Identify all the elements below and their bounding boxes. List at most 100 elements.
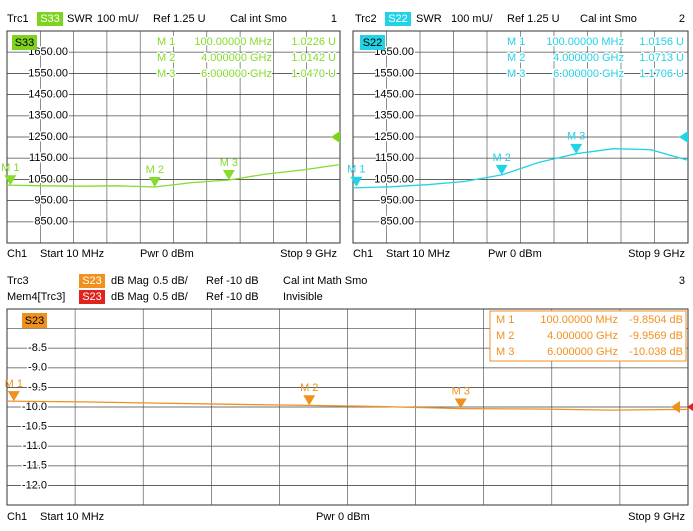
marker-triangle <box>4 175 17 186</box>
plot-badge-label: S22 <box>363 37 383 49</box>
stop: Stop 9 GHz <box>628 248 685 260</box>
marker-label: M 1 <box>5 378 23 390</box>
marker-table-value: -10.038 dB <box>629 346 683 358</box>
format: SWR <box>67 13 93 25</box>
y-tick-label: 1550.00 <box>28 67 68 79</box>
marker-triangle <box>303 395 316 406</box>
y-tick-label: 1650.00 <box>28 46 68 58</box>
marker-table-label: M 2 <box>157 52 175 64</box>
y-tick-label: 950.00 <box>380 195 414 207</box>
trace-name: Trc2 <box>355 13 377 25</box>
param-badge <box>37 12 63 26</box>
reference: Ref 1.25 U <box>153 13 206 25</box>
marker-table-value: 1.0142 U <box>291 52 336 64</box>
plot-badge-label: S23 <box>25 315 45 327</box>
y-tick-label: 850.00 <box>34 216 68 228</box>
start: Start 10 MHz <box>40 511 104 523</box>
channel-number: 3 <box>679 275 685 287</box>
plot-badge-label: S33 <box>15 37 35 49</box>
reference: Ref -10 dB <box>206 275 259 287</box>
param-badge <box>79 290 105 304</box>
y-tick-label: -9.5 <box>28 381 47 393</box>
trace-name: Mem4[Trc3] <box>7 291 65 303</box>
marker-box <box>489 310 687 362</box>
power: Pwr 0 dBm <box>140 248 194 260</box>
plot-badge <box>12 35 37 50</box>
y-tick-label: 950.00 <box>34 195 68 207</box>
channel-number: 1 <box>331 13 337 25</box>
y-tick-label: 1550.00 <box>374 67 414 79</box>
param-name: S33 <box>40 13 60 25</box>
y-tick-label: -11.0 <box>23 440 47 452</box>
trace-name: Trc3 <box>7 275 29 287</box>
y-tick-label: 1250.00 <box>374 131 414 143</box>
marker-triangle <box>454 398 467 409</box>
y-tick-label: -9.0 <box>28 362 47 374</box>
trace-name: Trc1 <box>7 13 29 25</box>
y-tick-label: 1350.00 <box>28 110 68 122</box>
plot-badge <box>360 35 385 50</box>
y-tick-label: -10.0 <box>22 401 47 413</box>
marker-table-value: 1.0470 U <box>291 68 336 80</box>
y-tick-label: -11.5 <box>23 460 47 472</box>
reference: Ref 1.25 U <box>507 13 560 25</box>
channel: Ch1 <box>353 248 373 260</box>
channel-number: 2 <box>679 13 685 25</box>
param-name: S23 <box>82 275 102 287</box>
scale: 0.5 dB/ <box>153 291 189 303</box>
marker-table-label: M 2 <box>507 52 525 64</box>
marker-triangle <box>350 176 363 187</box>
reference-arrow <box>679 131 688 143</box>
marker-table-label: M 3 <box>157 68 175 80</box>
marker-triangle <box>222 170 235 181</box>
marker-label: M 2 <box>146 164 164 176</box>
format: dB Mag <box>111 275 149 287</box>
stop: Stop 9 GHz <box>628 511 685 523</box>
marker-table-frequency: 4.000000 GHz <box>553 52 624 64</box>
marker-label: M 3 <box>452 385 470 397</box>
reference-arrow <box>331 131 340 143</box>
param-name: S23 <box>82 291 102 303</box>
marker-label: M 2 <box>300 382 318 394</box>
marker-table-value: 1.0713 U <box>639 52 684 64</box>
marker-table-frequency: 4.000000 GHz <box>201 52 272 64</box>
marker-table-value: 1.0226 U <box>291 36 336 48</box>
marker-table-label: M 3 <box>507 68 525 80</box>
marker-label: M 1 <box>347 164 365 176</box>
marker-table-value: -9.8504 dB <box>629 314 683 326</box>
y-tick-label: -12.0 <box>22 479 47 491</box>
marker-triangle <box>495 164 508 175</box>
marker-table-frequency: 4.000000 GHz <box>547 330 618 342</box>
trace-line <box>352 148 689 189</box>
trace-line <box>6 163 341 188</box>
reference-arrow <box>687 403 693 411</box>
scale: 0.5 dB/ <box>153 275 189 287</box>
y-tick-label: 1150.00 <box>29 152 68 164</box>
y-tick-label: 1150.00 <box>375 152 414 164</box>
marker-table-label: M 1 <box>496 314 514 326</box>
info: Invisible <box>283 291 323 303</box>
y-tick-label: 1250.00 <box>28 131 68 143</box>
y-tick-label: 1050.00 <box>28 173 68 185</box>
marker-table-label: M 2 <box>496 330 514 342</box>
reference: Ref -10 dB <box>206 291 259 303</box>
marker-table-frequency: 100.00000 MHz <box>194 36 272 48</box>
format: SWR <box>416 13 442 25</box>
marker-label: M 3 <box>567 131 585 143</box>
y-tick-label: 1450.00 <box>374 89 414 101</box>
stop: Stop 9 GHz <box>280 248 337 260</box>
param-badge <box>385 12 411 26</box>
y-tick-label: -8.5 <box>28 342 47 354</box>
marker-table-frequency: 100.00000 MHz <box>546 36 624 48</box>
marker-table-label: M 3 <box>496 346 514 358</box>
power: Pwr 0 dBm <box>316 511 370 523</box>
marker-table-frequency: 100.00000 MHz <box>540 314 618 326</box>
marker-label: M 3 <box>220 157 238 169</box>
marker-table-value: 1.0156 U <box>639 36 684 48</box>
start: Start 10 MHz <box>386 248 450 260</box>
channel: Ch1 <box>7 248 27 260</box>
start: Start 10 MHz <box>40 248 104 260</box>
marker-table-frequency: 6.000000 GHz <box>547 346 618 358</box>
scale: 100 mU/ <box>451 13 494 25</box>
